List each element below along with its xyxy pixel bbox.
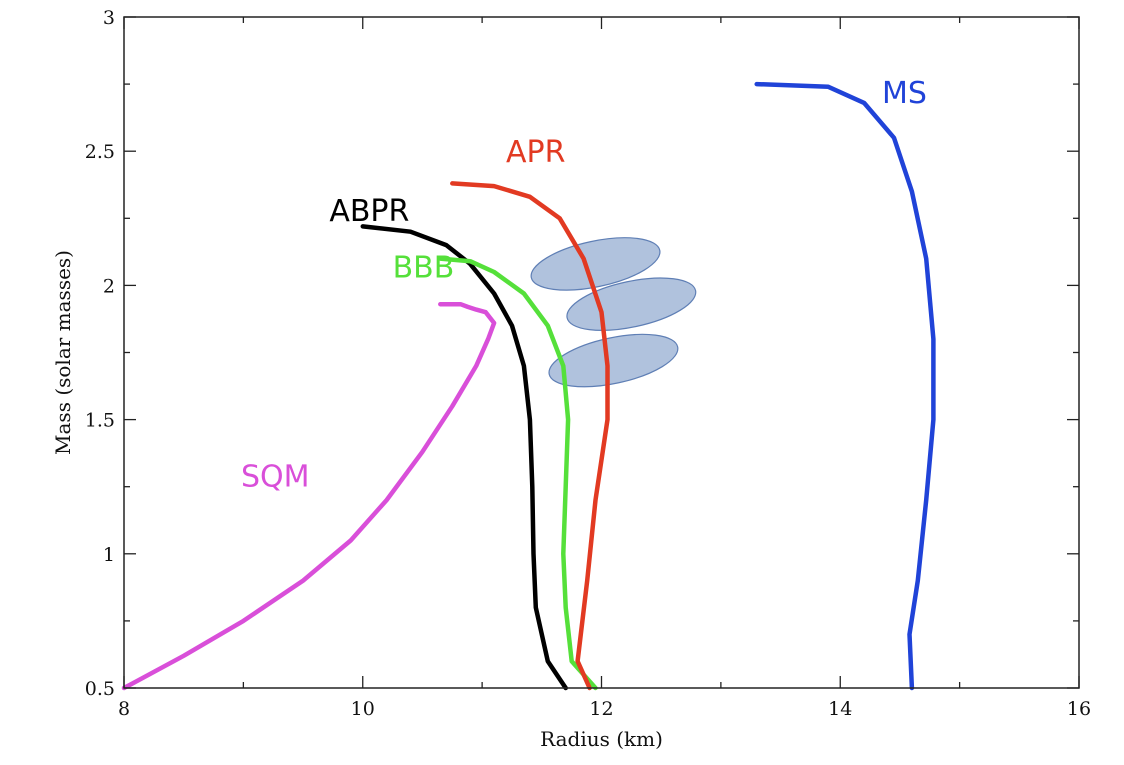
series-curves [121, 81, 936, 691]
y-tick-label: 3 [103, 7, 115, 29]
series-line-bbb [438, 256, 598, 691]
x-tick-label: 16 [1067, 698, 1091, 720]
tick-labels: 8 10 12 14 16 0.5 1 1.5 2 2.5 3 [85, 7, 1091, 720]
y-tick-label: 1 [103, 544, 115, 566]
series-line-abpr [360, 224, 568, 691]
axis-ticks [123, 16, 1080, 689]
y-tick-label: 2.5 [85, 141, 115, 163]
series-line-sqm [121, 301, 497, 691]
series-label-apr: APR [506, 135, 565, 170]
constraint-ellipse-1 [530, 237, 661, 291]
y-tick-label: 1.5 [85, 410, 115, 432]
constraint-ellipse-3 [548, 333, 679, 388]
constraint-ellipse-2 [566, 277, 697, 331]
x-tick-label: 8 [118, 698, 130, 720]
constraint-ellipses [530, 237, 697, 388]
y-tick-label: 0.5 [85, 678, 115, 700]
series-line-ms [754, 81, 936, 691]
x-tick-label: 14 [828, 698, 852, 720]
x-tick-label: 10 [351, 698, 375, 720]
series-labels: SQM ABPR BBB APR MS [241, 76, 927, 495]
series-label-abpr: ABPR [329, 194, 409, 229]
x-axis-title: Radius (km) [540, 727, 663, 751]
series-label-bbb: BBB [393, 250, 455, 285]
x-tick-label: 12 [589, 698, 613, 720]
y-tick-label: 2 [103, 275, 115, 297]
series-label-sqm: SQM [241, 460, 310, 495]
series-label-ms: MS [882, 76, 927, 111]
series-line-apr [450, 181, 610, 691]
y-axis-title: Mass (solar masses) [51, 250, 75, 455]
